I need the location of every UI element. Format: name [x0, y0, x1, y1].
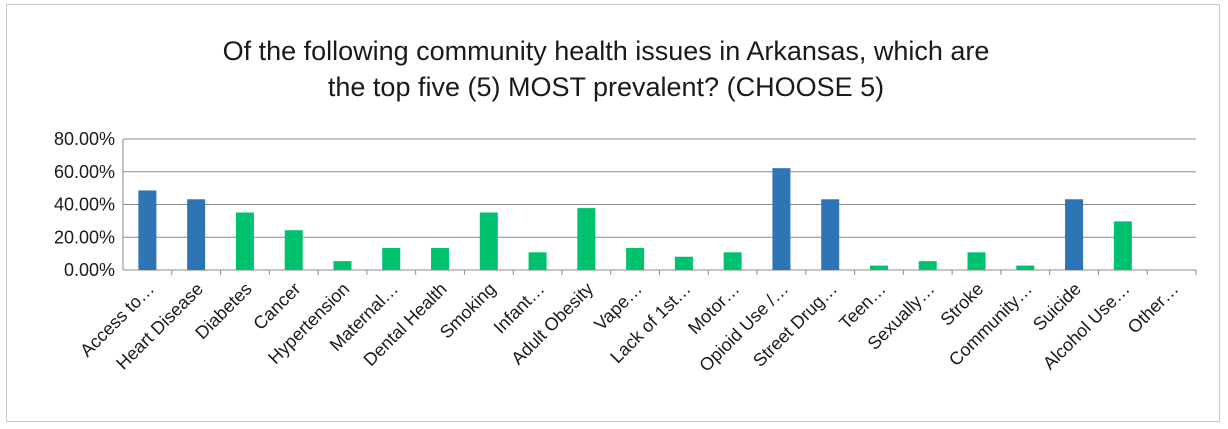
bar — [869, 265, 888, 270]
bar — [626, 247, 645, 270]
bar — [1016, 265, 1035, 270]
y-tick-label: 40.00% — [54, 195, 115, 215]
bar — [674, 256, 693, 270]
bar — [577, 208, 596, 270]
x-tick-label: Alcohol Use… — [1039, 279, 1134, 374]
x-tick-label: Other… — [1124, 279, 1183, 338]
bar — [284, 230, 303, 270]
bar — [187, 199, 206, 270]
chart-title: Of the following community health issues… — [223, 36, 990, 102]
bar — [772, 168, 791, 270]
bar — [235, 212, 254, 270]
bar — [967, 252, 986, 270]
bar — [431, 247, 450, 270]
bar — [1065, 199, 1084, 270]
x-tick-label: Heart Disease — [112, 279, 207, 374]
bar — [479, 212, 498, 270]
y-axis-ticks: 0.00% 20.00% 40.00% 60.00% 80.00% — [54, 129, 115, 280]
bar — [138, 190, 157, 270]
chart-frame — [6, 4, 1220, 422]
y-tick-label: 0.00% — [64, 260, 115, 280]
bar — [821, 199, 840, 270]
bar — [382, 247, 401, 270]
y-tick-label: 20.00% — [54, 227, 115, 247]
x-tick-label: Street Drug… — [749, 279, 841, 371]
gridlines — [122, 138, 1197, 275]
bar — [528, 252, 547, 270]
y-tick-label: 60.00% — [54, 162, 115, 182]
x-axis-ticks: Access to…Heart DiseaseDiabetesCancerHyp… — [76, 279, 1182, 376]
chart-title-line-2: the top five (5) MOST prevalent? (CHOOSE… — [328, 72, 884, 102]
chart-title-line-1: Of the following community health issues… — [223, 36, 990, 66]
bar — [723, 252, 742, 270]
y-tick-label: 80.00% — [54, 129, 115, 149]
bar — [918, 261, 937, 270]
bars — [138, 168, 1132, 270]
bar — [1113, 221, 1132, 270]
bar — [333, 261, 352, 270]
